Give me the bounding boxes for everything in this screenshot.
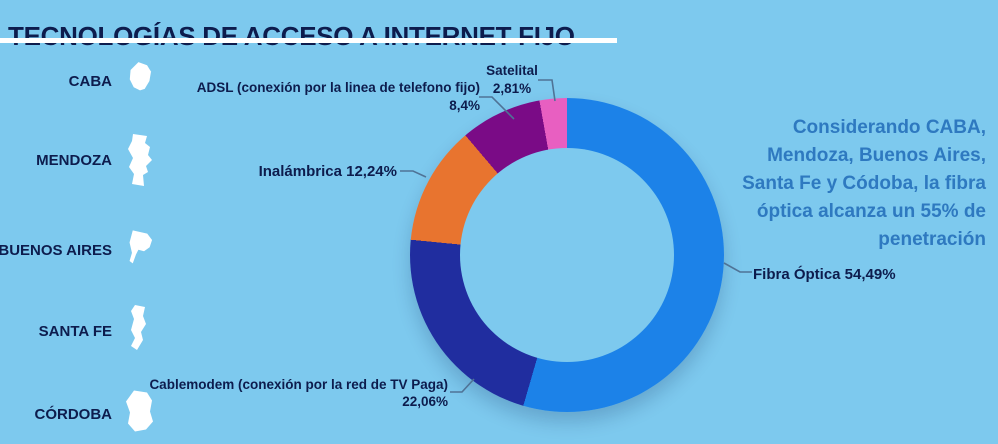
mendoza-map-silhouette [128,134,152,186]
province-label-caba: CABA [68,72,112,90]
callout-satelital-label: Satelital [486,63,538,78]
leader-line-cablemodem [450,378,475,393]
donut-chart [410,98,724,412]
province-row-buenos-aires: BUENOS AIRES [0,227,160,274]
annotation-line: penetración [878,229,986,250]
leader-line-inalambrica [400,170,427,178]
callout-satelital-value: 2,81% [492,81,532,96]
annotation-line: óptica alcanza un 55% de [756,201,986,222]
callout-adsl-value: 8,4% [449,98,480,113]
province-row-santa-fe: SANTA FE [0,301,160,361]
cordoba-map-silhouette [126,390,153,432]
callout-cablemodem-label: Cablemodem (conexión por la red de TV Pa… [149,377,448,392]
callout-adsl-label: ADSL (conexión por la linea de telefono … [196,80,480,95]
annotation-text: Considerando CABA, Mendoza, Buenos Aires… [690,114,986,254]
province-label-buenos-aires: BUENOS AIRES [0,242,112,259]
callout-inalambrica: Inalámbrica 12,24% [259,163,397,180]
page-title: TECNOLOGÍAS DE ACCESO A INTERNET FIJO [8,21,575,52]
santa-fe-map-silhouette [131,305,146,350]
callout-fibra-optica-label: Fibra Óptica 54,49% [753,266,896,283]
province-row-mendoza: MENDOZA [0,128,160,192]
title-underline [0,38,617,43]
callout-inalambrica-label: Inalámbrica 12,24% [258,163,397,180]
annotation-line: Mendoza, Buenos Aires, [767,145,986,166]
province-label-mendoza: MENDOZA [36,151,112,169]
province-label-cordoba: CÓRDOBA [34,406,113,423]
annotation-line: Santa Fe y Códoba, la fibra [742,173,986,194]
province-row-cordoba: CÓRDOBA [0,385,160,444]
province-row-caba: CABA [0,58,160,104]
callout-fibra-optica: Fibra Óptica 54,49% [753,266,896,283]
callout-adsl: ADSL (conexión por la linea de telefono … [197,79,480,115]
province-label-santa-fe: SANTA FE [38,322,112,340]
annotation-line: Considerando CABA, [792,117,986,138]
donut-hole [460,148,674,362]
leader-line-fibra [723,262,752,273]
callout-cablemodem: Cablemodem (conexión por la red de TV Pa… [149,376,448,410]
callout-cablemodem-value: 22,06% [402,394,448,409]
callout-satelital: Satelital 2,81% [452,62,572,98]
buenos-aires-map-silhouette [129,230,153,264]
caba-map-silhouette [129,62,151,91]
